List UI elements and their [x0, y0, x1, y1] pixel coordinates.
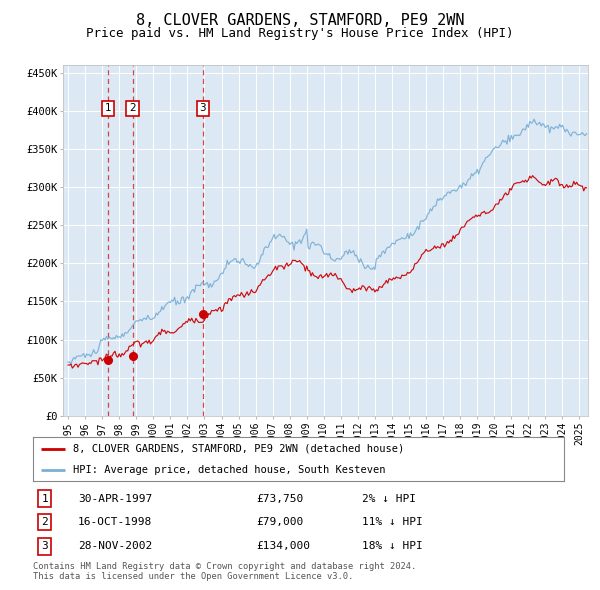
Text: 3: 3 — [200, 103, 206, 113]
Text: HPI: Average price, detached house, South Kesteven: HPI: Average price, detached house, Sout… — [73, 465, 385, 475]
Text: Price paid vs. HM Land Registry's House Price Index (HPI): Price paid vs. HM Land Registry's House … — [86, 27, 514, 40]
Text: 28-NOV-2002: 28-NOV-2002 — [78, 542, 152, 552]
Text: 8, CLOVER GARDENS, STAMFORD, PE9 2WN: 8, CLOVER GARDENS, STAMFORD, PE9 2WN — [136, 13, 464, 28]
Text: £73,750: £73,750 — [256, 494, 303, 503]
Text: Contains HM Land Registry data © Crown copyright and database right 2024.
This d: Contains HM Land Registry data © Crown c… — [33, 562, 416, 581]
Text: 1: 1 — [41, 494, 48, 503]
Text: 2: 2 — [41, 517, 48, 527]
Text: 2% ↓ HPI: 2% ↓ HPI — [362, 494, 416, 503]
Text: 16-OCT-1998: 16-OCT-1998 — [78, 517, 152, 527]
Text: 1: 1 — [104, 103, 111, 113]
Text: 18% ↓ HPI: 18% ↓ HPI — [362, 542, 423, 552]
Text: £79,000: £79,000 — [256, 517, 303, 527]
Text: 8, CLOVER GARDENS, STAMFORD, PE9 2WN (detached house): 8, CLOVER GARDENS, STAMFORD, PE9 2WN (de… — [73, 444, 404, 454]
Text: 11% ↓ HPI: 11% ↓ HPI — [362, 517, 423, 527]
Text: 30-APR-1997: 30-APR-1997 — [78, 494, 152, 503]
Text: 3: 3 — [41, 542, 48, 552]
Text: £134,000: £134,000 — [256, 542, 310, 552]
Text: 2: 2 — [130, 103, 136, 113]
